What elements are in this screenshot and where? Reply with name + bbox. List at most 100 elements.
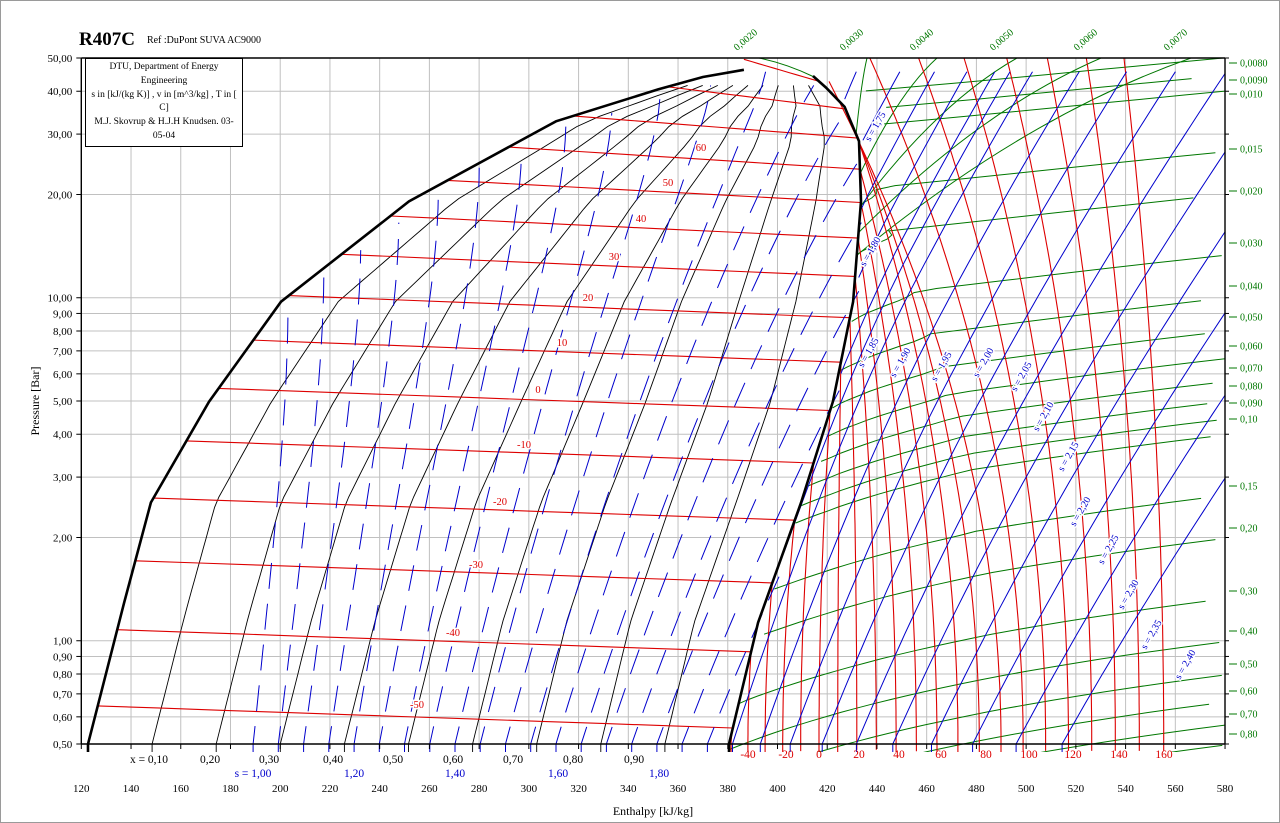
svg-text:0,80: 0,80: [563, 754, 583, 766]
svg-text:0,050: 0,050: [1240, 313, 1263, 324]
svg-text:1,60: 1,60: [548, 768, 568, 780]
svg-text:260: 260: [421, 783, 438, 795]
svg-text:10: 10: [557, 338, 568, 349]
svg-text:s = 2,20: s = 2,20: [1068, 495, 1094, 528]
svg-text:480: 480: [968, 783, 985, 795]
isotherm-curves: [97, 58, 1165, 752]
svg-text:Enthalpy [kJ/kg]: Enthalpy [kJ/kg]: [613, 804, 693, 818]
info-box: DTU, Department of Energy Engineering s …: [85, 58, 243, 147]
svg-text:40: 40: [636, 214, 647, 225]
axis-titles: Enthalpy [kJ/kg] Pressure [Bar]: [28, 367, 693, 818]
quality-curves: [151, 84, 825, 752]
svg-text:0,0080: 0,0080: [1240, 59, 1268, 70]
grid: [80, 57, 1226, 745]
svg-text:30,00: 30,00: [48, 129, 73, 141]
svg-text:0,20: 0,20: [200, 754, 220, 766]
svg-text:20,00: 20,00: [48, 189, 73, 201]
svg-text:0,0070: 0,0070: [1162, 27, 1190, 53]
svg-text:s = 1,95: s = 1,95: [929, 350, 955, 383]
quality-labels: x = 0,10 0,20 0,30 0,40 0,50 0,60 0,70 0,80 0,90: [130, 754, 644, 766]
svg-text:0,0050: 0,0050: [988, 27, 1016, 53]
svg-text:x = 0,10: x = 0,10: [130, 754, 168, 766]
svg-text:1,20: 1,20: [344, 768, 364, 780]
svg-text:0,0030: 0,0030: [838, 27, 866, 53]
svg-text:-30: -30: [469, 560, 483, 571]
svg-text:3,00: 3,00: [53, 472, 73, 484]
svg-text:0,030: 0,030: [1240, 239, 1263, 250]
svg-text:340: 340: [620, 783, 637, 795]
svg-text:0,30: 0,30: [259, 754, 279, 766]
svg-text:0,50: 0,50: [1240, 660, 1258, 671]
svg-text:580: 580: [1217, 783, 1234, 795]
svg-text:1,00: 1,00: [53, 636, 73, 648]
svg-text:-40: -40: [740, 749, 756, 761]
info-line-3: M.J. Skovrup & H.J.H Knudsen. 03-05-04: [94, 117, 234, 141]
reference-text: Ref :DuPont SUVA AC9000: [146, 35, 261, 46]
svg-text:0,80: 0,80: [53, 669, 73, 681]
svg-text:500: 500: [1018, 783, 1035, 795]
svg-text:-20: -20: [778, 749, 794, 761]
svg-text:360: 360: [670, 783, 687, 795]
svg-text:0,80: 0,80: [1240, 730, 1258, 741]
svg-text:320: 320: [570, 783, 587, 795]
svg-text:s = 2,35: s = 2,35: [1139, 618, 1165, 651]
svg-text:40: 40: [893, 749, 905, 761]
svg-text:0,50: 0,50: [53, 739, 73, 751]
svg-text:s = 2,40: s = 2,40: [1173, 648, 1199, 681]
svg-text:s = 1,00: s = 1,00: [235, 768, 272, 780]
svg-text:380: 380: [720, 783, 737, 795]
svg-text:240: 240: [371, 783, 388, 795]
svg-text:0,60: 0,60: [443, 754, 463, 766]
svg-text:0,70: 0,70: [503, 754, 523, 766]
svg-text:460: 460: [918, 783, 935, 795]
svg-text:6,00: 6,00: [53, 369, 73, 381]
svg-text:1,80: 1,80: [649, 768, 669, 780]
svg-text:80: 80: [980, 749, 992, 761]
svg-text:60: 60: [935, 749, 947, 761]
svg-text:120: 120: [73, 783, 90, 795]
svg-text:0,090: 0,090: [1240, 399, 1263, 410]
svg-text:160: 160: [173, 783, 190, 795]
svg-text:0: 0: [535, 385, 540, 396]
svg-text:0,020: 0,020: [1240, 187, 1263, 198]
svg-text:20: 20: [583, 293, 594, 304]
svg-text:0,90: 0,90: [624, 754, 644, 766]
svg-text:300: 300: [521, 783, 538, 795]
svg-text:0,0020: 0,0020: [732, 27, 760, 53]
svg-text:s = 2,25: s = 2,25: [1096, 533, 1122, 566]
svg-text:30: 30: [609, 252, 620, 263]
axis-tick-labels: 120 140 160 180 200 220 240 260 280 300 320 340 360 3…: [48, 53, 1234, 795]
svg-text:0,50: 0,50: [383, 754, 403, 766]
svg-text:s = 2,30: s = 2,30: [1116, 578, 1142, 611]
svg-text:100: 100: [1020, 749, 1038, 761]
svg-text:Pressure [Bar]: Pressure [Bar]: [28, 367, 42, 436]
svg-text:0,070: 0,070: [1240, 364, 1263, 375]
svg-text:0,10: 0,10: [1240, 415, 1258, 426]
svg-text:0,90: 0,90: [53, 651, 73, 663]
svg-text:540: 540: [1117, 783, 1134, 795]
axes: [76, 57, 1229, 749]
svg-text:560: 560: [1167, 783, 1184, 795]
svg-text:8,00: 8,00: [53, 326, 73, 338]
svg-text:0,70: 0,70: [1240, 710, 1258, 721]
svg-text:220: 220: [322, 783, 339, 795]
svg-text:0,015: 0,015: [1240, 145, 1263, 156]
svg-text:0,30: 0,30: [1240, 587, 1258, 598]
svg-text:10,00: 10,00: [48, 293, 73, 305]
svg-text:7,00: 7,00: [53, 346, 73, 358]
svg-text:-10: -10: [517, 440, 531, 451]
svg-text:0,70: 0,70: [53, 689, 73, 701]
svg-text:50,00: 50,00: [48, 53, 73, 65]
svg-text:200: 200: [272, 783, 289, 795]
svg-text:280: 280: [471, 783, 488, 795]
svg-text:9,00: 9,00: [53, 308, 73, 320]
svg-text:0,010: 0,010: [1240, 90, 1263, 101]
saturation-dome: [86, 68, 863, 752]
svg-text:0,20: 0,20: [1240, 524, 1258, 535]
svg-text:140: 140: [123, 783, 140, 795]
svg-text:0,0060: 0,0060: [1072, 27, 1100, 53]
svg-text:0,60: 0,60: [1240, 687, 1258, 698]
